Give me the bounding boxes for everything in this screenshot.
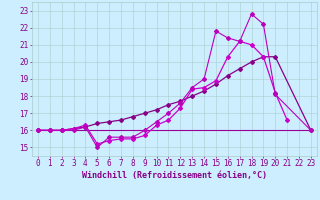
X-axis label: Windchill (Refroidissement éolien,°C): Windchill (Refroidissement éolien,°C)	[82, 171, 267, 180]
